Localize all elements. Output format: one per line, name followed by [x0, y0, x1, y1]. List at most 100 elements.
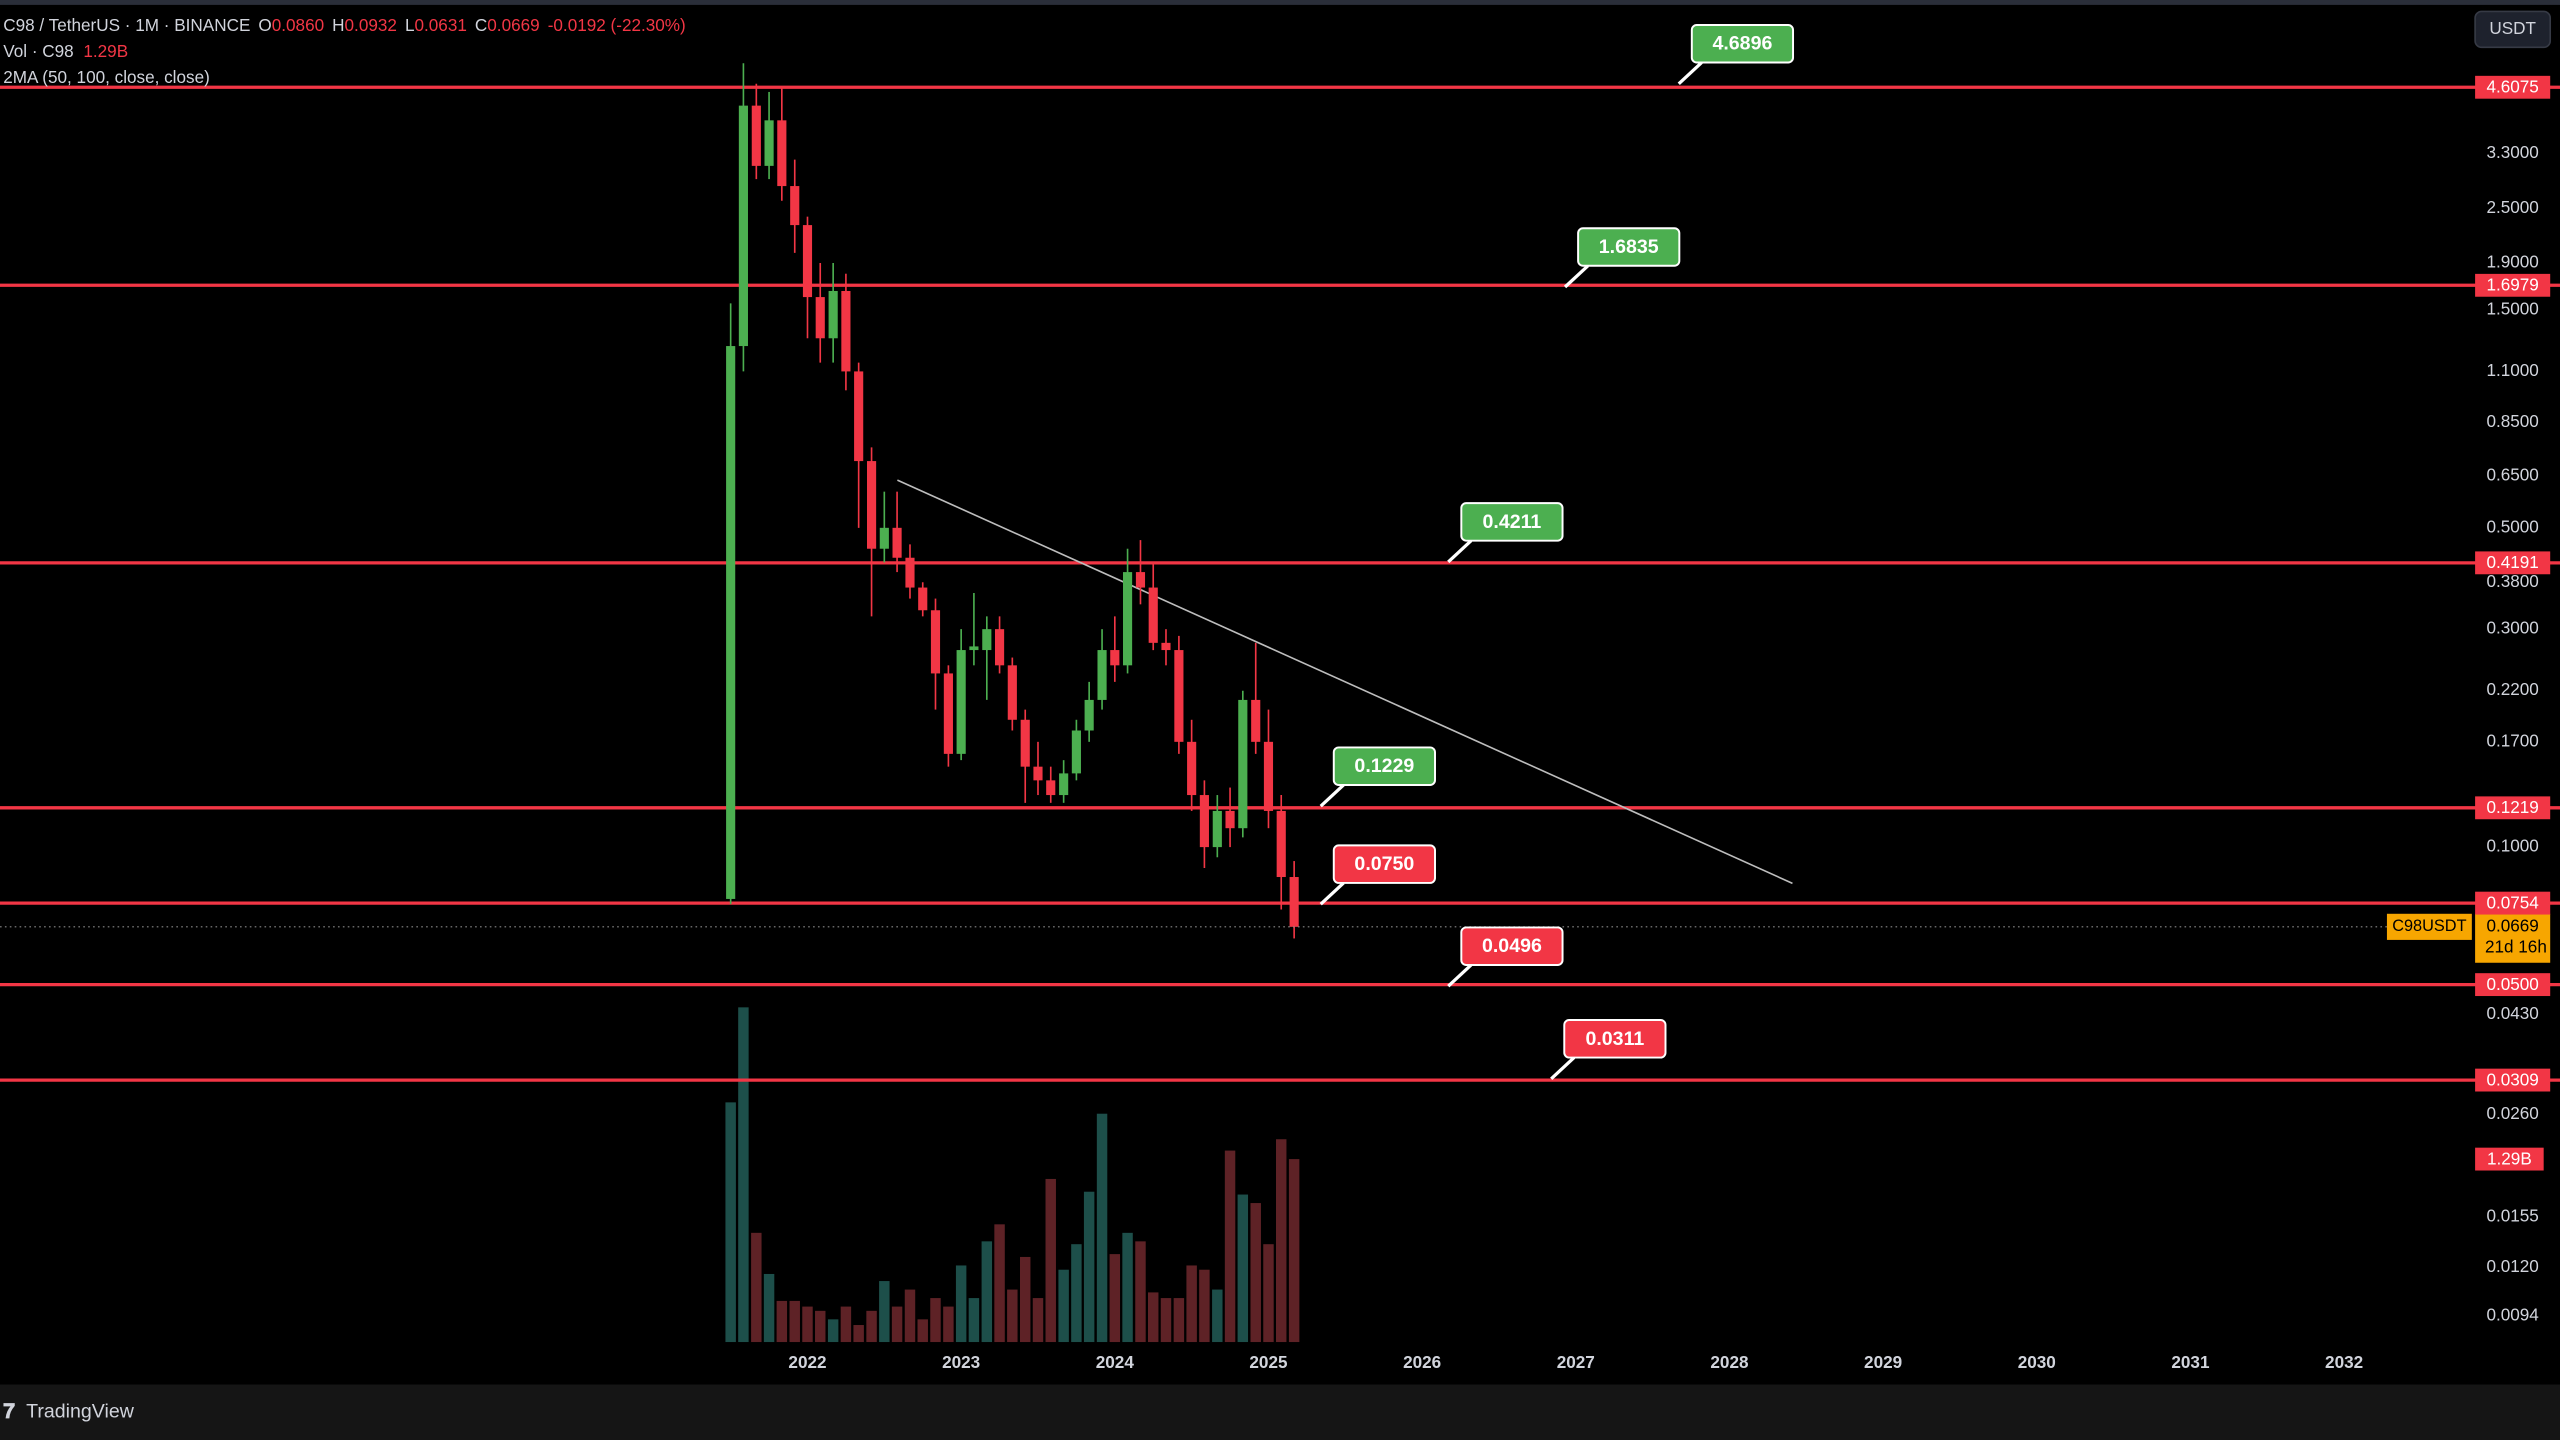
- low-key: L: [405, 15, 415, 35]
- volume-bar: [1045, 1178, 1056, 1343]
- symbol-badge-bg: [2386, 913, 2472, 940]
- volume-bar: [866, 1310, 877, 1343]
- top-border: [0, 0, 2560, 5]
- symbol-badge: C98USDT: [2392, 917, 2466, 935]
- volume-bar: [815, 1310, 826, 1343]
- last-price-badge-bg: [2475, 913, 2551, 963]
- plot: [0, 63, 2560, 1343]
- candle-body: [802, 225, 813, 298]
- y-tick-label: 0.1000: [2486, 836, 2538, 856]
- callout-pointer: [1319, 881, 1345, 906]
- callout-box: [1563, 1019, 1667, 1059]
- callout-pointer: [1563, 264, 1590, 289]
- volume-legend: Vol · C98 1.29B: [3, 41, 128, 61]
- candle-body: [930, 610, 941, 674]
- level-badge: [2475, 75, 2551, 99]
- volume-bar: [879, 1281, 890, 1343]
- callout-label: 0.0496: [1482, 935, 1542, 957]
- volume-bar: [725, 1102, 736, 1343]
- candle-body: [1187, 741, 1197, 796]
- callout-box: [1690, 24, 1795, 64]
- callout-pointer: [1677, 61, 1703, 85]
- callout-box: [1577, 227, 1681, 267]
- candle-body: [866, 461, 877, 549]
- candle-body: [1225, 810, 1235, 829]
- volume-bar: [789, 1300, 800, 1343]
- brand[interactable]: TradingView: [26, 1400, 135, 1422]
- level-badge-label: 0.0500: [2486, 974, 2538, 994]
- close-key: C: [475, 15, 487, 35]
- high-value: 0.0932: [345, 15, 397, 35]
- candle-body: [1059, 773, 1069, 796]
- x-tick-label: 2028: [1710, 1352, 1748, 1372]
- candle-body: [738, 105, 748, 347]
- currency-button-label[interactable]: USDT: [2489, 18, 2536, 38]
- candle-body: [751, 105, 761, 166]
- candle-body: [969, 646, 979, 651]
- candle-body: [1212, 810, 1222, 848]
- volume-bar: [751, 1232, 762, 1343]
- x-tick-label: 2031: [2171, 1352, 2210, 1372]
- callout-pointer: [1447, 539, 1473, 564]
- candle-body: [1289, 877, 1299, 927]
- volume-bar: [1173, 1298, 1185, 1343]
- y-tick-label: 1.5000: [2486, 298, 2538, 318]
- candle-body: [1084, 699, 1094, 731]
- candle-body: [1046, 780, 1056, 796]
- candle-body: [1148, 587, 1158, 643]
- brand-logo[interactable]: 𝟕: [3, 1400, 15, 1423]
- volume-bar: [776, 1300, 788, 1343]
- volume-bar: [943, 1306, 954, 1343]
- candle-body: [918, 587, 928, 611]
- level-badge-label: 4.6075: [2486, 77, 2538, 97]
- candle-body: [892, 527, 902, 558]
- volume-bar: [930, 1298, 941, 1343]
- volume-bar: [1288, 1159, 1300, 1343]
- volume-bar: [994, 1224, 1005, 1343]
- x-tick-label: 2025: [1249, 1352, 1288, 1372]
- y-tick-label: 0.5000: [2486, 516, 2538, 536]
- volume-bar: [1071, 1244, 1082, 1343]
- y-tick-label: 0.0120: [2486, 1256, 2538, 1276]
- y-tick-label: 0.3800: [2486, 571, 2538, 591]
- candle-body: [854, 371, 864, 462]
- volume-bar: [955, 1265, 967, 1343]
- volume-bar: [840, 1306, 852, 1343]
- volume-value: 1.29B: [83, 41, 128, 61]
- x-tick-label: 2023: [942, 1352, 980, 1372]
- footer: [0, 1384, 2560, 1440]
- y-tick-label: 1.1000: [2486, 360, 2538, 380]
- candle-body: [1110, 650, 1120, 666]
- x-tick-label: 2030: [2018, 1352, 2056, 1372]
- open-value: 0.0860: [272, 15, 324, 35]
- level-badge: [2475, 1068, 2551, 1092]
- y-tick-label: 0.0094: [2486, 1305, 2539, 1325]
- callout-label: 0.0311: [1585, 1028, 1644, 1050]
- volume-bar: [827, 1319, 839, 1343]
- candle-body: [943, 673, 953, 754]
- candle-body: [1276, 810, 1286, 878]
- volume-bar: [1199, 1269, 1210, 1343]
- candle-body: [790, 186, 800, 226]
- candle-body: [994, 629, 1005, 666]
- volume-bar: [1263, 1244, 1274, 1343]
- candle-body: [841, 290, 851, 372]
- callout-pointer: [1550, 1056, 1576, 1080]
- callout-label: 0.4211: [1483, 511, 1542, 533]
- callout-label: 1.6835: [1599, 236, 1659, 258]
- callout-box: [1460, 926, 1564, 966]
- volume-bar: [763, 1273, 775, 1343]
- currency-button[interactable]: [2474, 10, 2552, 49]
- candle-body: [828, 290, 838, 339]
- x-tick-label: 2024: [1096, 1352, 1135, 1372]
- open-key: O: [258, 15, 271, 35]
- level-badge: [2475, 973, 2551, 997]
- candle-body: [726, 346, 736, 899]
- y-tick-label: 0.0260: [2486, 1103, 2538, 1123]
- callout-box: [1460, 502, 1564, 542]
- level-badge-label: 1.6979: [2486, 275, 2538, 295]
- candle-body: [905, 557, 915, 588]
- volume-bar: [1237, 1194, 1249, 1343]
